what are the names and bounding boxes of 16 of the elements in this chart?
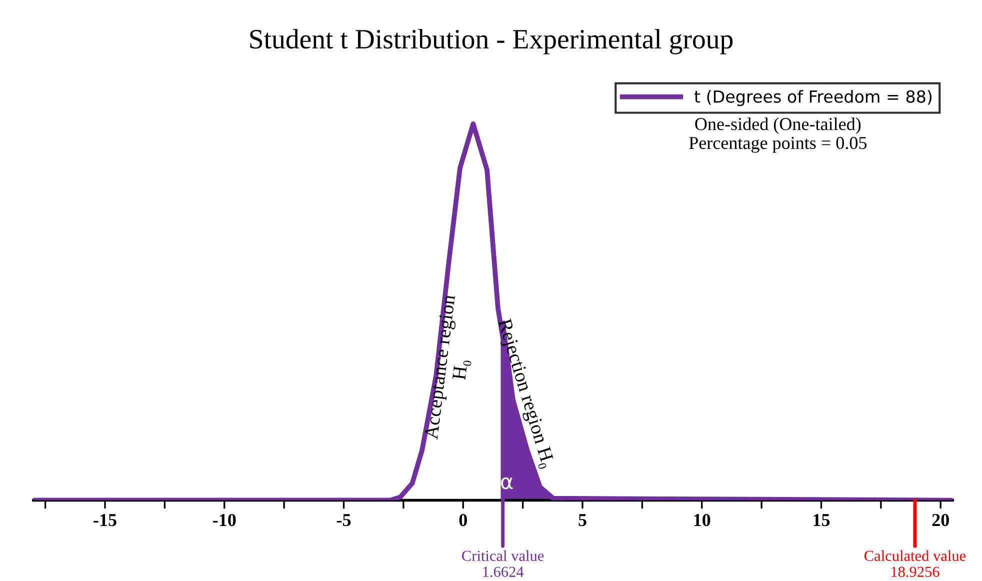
annotation: Critical value 1.6624 <box>462 550 544 578</box>
annotation: Calculated value 18.9256 <box>864 550 966 578</box>
x-tick-label: 10 <box>694 514 710 526</box>
annotation: α <box>501 477 513 490</box>
annotation: One-sided (One-tailed) Percentage points = 0.05 <box>689 117 867 153</box>
annotation: Rejection region H₀ <box>494 318 556 470</box>
chart-title: Student t Distribution - Experimental group <box>250 29 733 54</box>
x-tick-label: 20 <box>932 514 949 526</box>
x-tick-label: 15 <box>814 514 830 526</box>
x-tick-label: -5 <box>336 514 351 526</box>
x-tick-label: -10 <box>213 514 236 526</box>
x-tick-label: 0 <box>459 514 467 526</box>
annotation: Acceptance region H₀ <box>424 294 472 440</box>
legend-label: t (Degrees of Freedom = 88) <box>694 90 932 106</box>
x-tick-label: -15 <box>94 514 116 526</box>
x-tick-label: 5 <box>578 514 586 526</box>
